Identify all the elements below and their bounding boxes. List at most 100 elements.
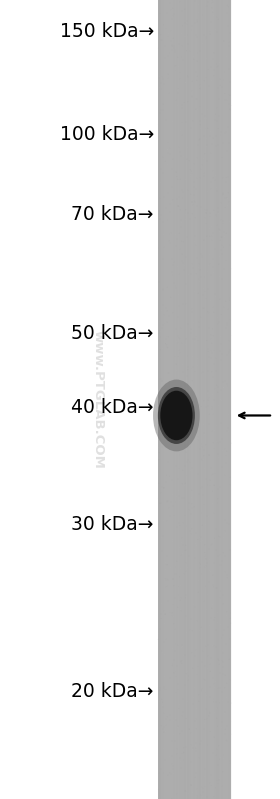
Point [174, 714, 178, 726]
Point [214, 139, 218, 152]
Point [211, 61, 216, 74]
Point [177, 730, 182, 743]
Point [158, 209, 163, 221]
Point [187, 435, 191, 448]
Point [228, 543, 233, 556]
Point [174, 300, 179, 313]
Point [175, 385, 180, 398]
Point [208, 474, 212, 487]
Point [208, 564, 212, 577]
Point [209, 147, 213, 160]
Point [214, 169, 218, 182]
Point [194, 722, 199, 735]
Point [179, 5, 183, 18]
Point [168, 148, 172, 161]
Point [158, 607, 163, 620]
Point [189, 668, 194, 681]
Point [179, 549, 184, 562]
Point [178, 579, 182, 592]
Point [199, 453, 204, 466]
Point [193, 400, 197, 413]
Point [213, 108, 218, 121]
Point [211, 53, 215, 66]
Point [170, 304, 174, 316]
Point [196, 746, 201, 759]
Point [186, 207, 190, 220]
Point [184, 255, 188, 268]
Point [203, 703, 207, 716]
Point [156, 492, 161, 505]
Point [165, 536, 170, 549]
Point [199, 781, 204, 793]
Point [206, 69, 211, 81]
Point [164, 232, 168, 244]
Point [225, 258, 229, 271]
Point [178, 203, 183, 216]
Point [215, 267, 220, 280]
Point [164, 719, 169, 732]
Point [228, 739, 232, 752]
Point [165, 777, 169, 789]
Point [221, 761, 225, 774]
Point [211, 598, 215, 611]
Point [204, 217, 208, 230]
Point [182, 741, 186, 754]
Point [172, 782, 177, 795]
Point [170, 8, 175, 21]
Point [176, 86, 180, 99]
Point [216, 81, 220, 94]
Point [181, 649, 186, 662]
Point [220, 189, 225, 201]
Point [216, 10, 221, 22]
Point [224, 227, 228, 240]
Point [176, 288, 181, 301]
Point [166, 147, 170, 160]
Point [160, 696, 165, 709]
Point [219, 384, 223, 396]
Point [174, 555, 179, 567]
Point [190, 785, 195, 798]
Point [192, 728, 197, 741]
Point [171, 762, 175, 775]
Point [221, 763, 226, 776]
Point [198, 264, 203, 276]
Point [182, 544, 187, 557]
Point [216, 139, 220, 152]
Point [174, 490, 179, 503]
Point [157, 4, 162, 17]
Point [224, 691, 228, 704]
Point [213, 706, 217, 719]
Point [209, 137, 214, 150]
Point [172, 60, 177, 73]
Point [156, 42, 161, 54]
Point [208, 667, 212, 680]
Point [161, 215, 165, 228]
Point [194, 183, 198, 196]
Point [157, 577, 161, 590]
Point [225, 6, 230, 19]
Point [171, 2, 175, 15]
Point [178, 113, 183, 125]
Point [161, 283, 165, 296]
Point [188, 781, 193, 794]
Point [192, 157, 197, 170]
Point [163, 519, 167, 531]
Point [157, 81, 162, 93]
Point [168, 197, 172, 210]
Point [180, 670, 185, 682]
Point [179, 211, 183, 224]
Point [208, 718, 213, 730]
Point [213, 288, 217, 300]
Point [210, 627, 214, 640]
Point [170, 307, 175, 320]
Point [203, 780, 207, 793]
Point [216, 530, 221, 543]
Point [177, 237, 181, 249]
Point [211, 164, 215, 177]
Point [220, 418, 225, 431]
Point [207, 110, 211, 123]
Point [180, 225, 185, 237]
Point [193, 643, 198, 656]
Point [189, 362, 193, 375]
Point [216, 717, 220, 729]
